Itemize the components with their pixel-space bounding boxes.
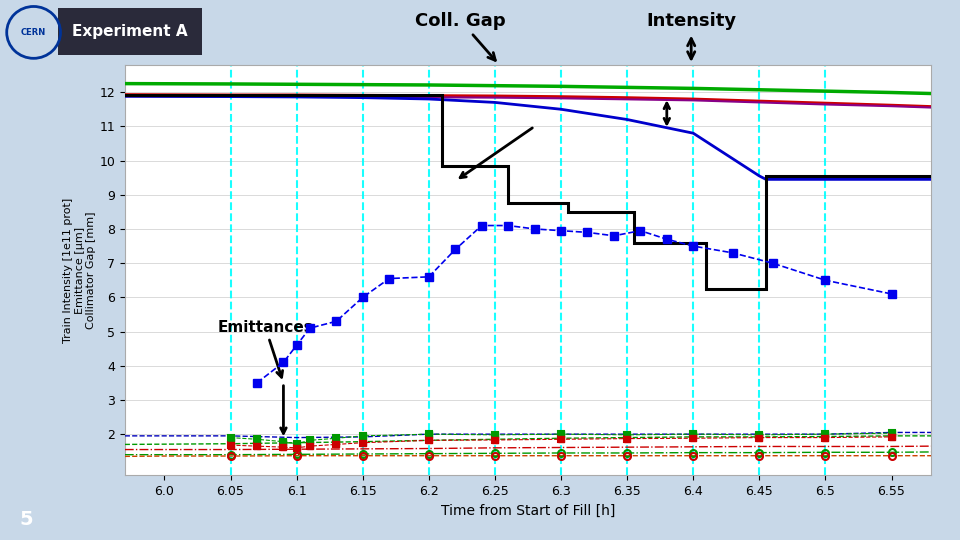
Text: CERN: CERN (21, 28, 46, 37)
Text: Intensity: Intensity (646, 12, 736, 59)
Text: Coll. Gap: Coll. Gap (416, 12, 506, 60)
Text: Emittances: Emittances (217, 320, 313, 377)
X-axis label: Time from Start of Fill [h]: Time from Start of Fill [h] (441, 503, 615, 517)
Bar (58, 9, 202, 55)
Text: Experiment A: Experiment A (72, 24, 187, 38)
Text: 5: 5 (19, 510, 33, 529)
Y-axis label: Train Intensity [1e11 prot]
Emittance [µm]
Collimator Gap [mm]: Train Intensity [1e11 prot] Emittance [µ… (63, 198, 96, 342)
